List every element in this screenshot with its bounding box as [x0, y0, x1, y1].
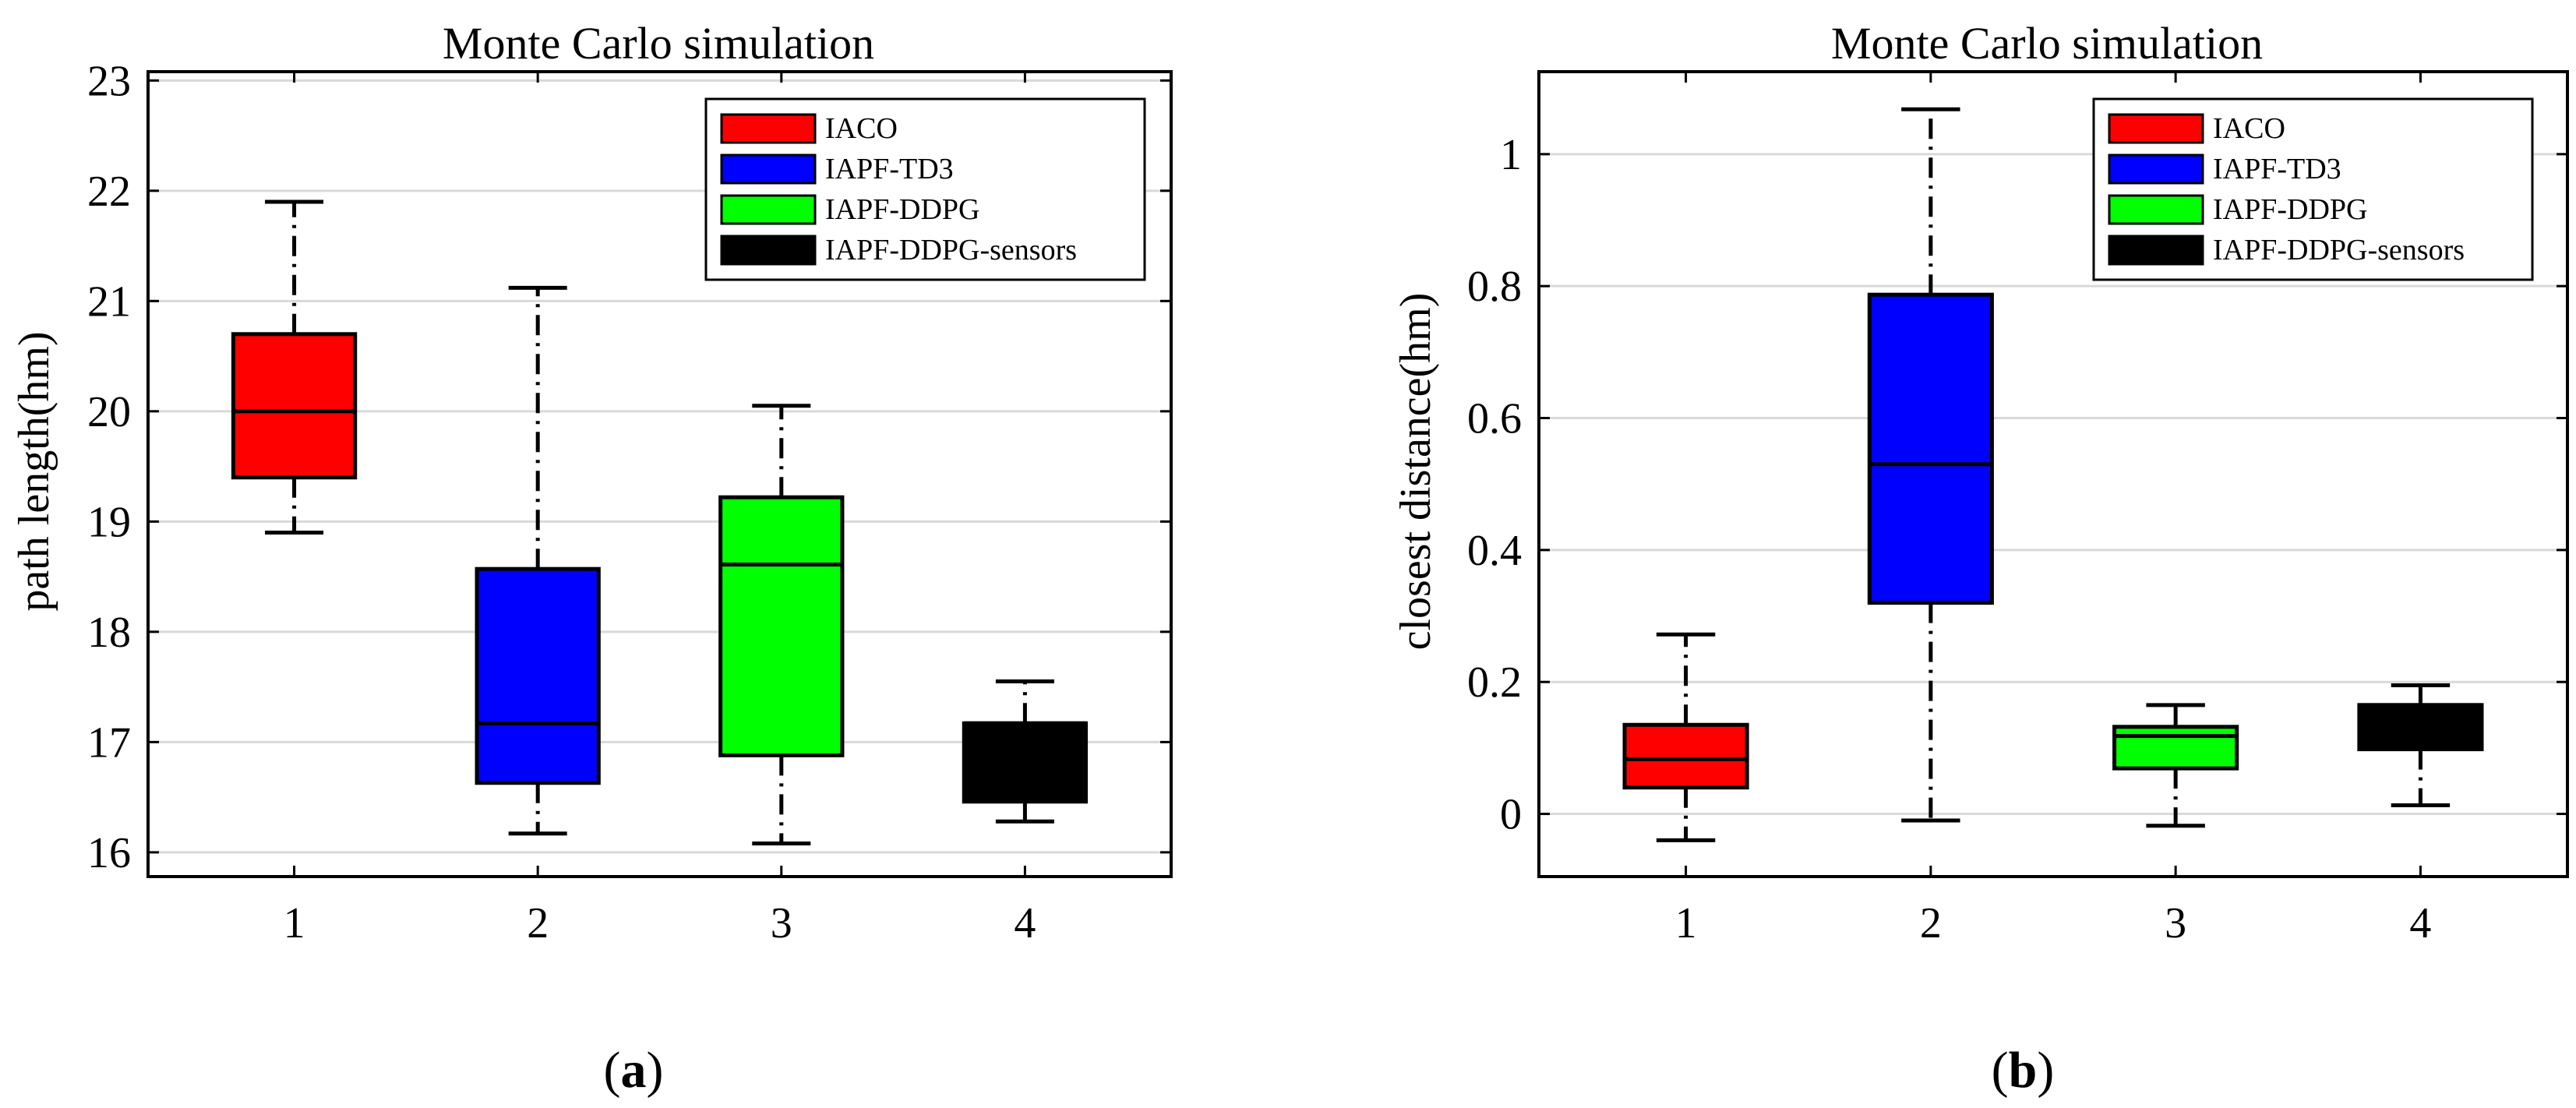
legend-swatch-b-2	[2108, 153, 2204, 185]
box-body-b-3	[2112, 725, 2239, 771]
box-body-a-1	[231, 332, 358, 480]
chart-title-a: Monte Carlo simulation	[443, 18, 874, 69]
legend-label-a-3: IAPF-DDPG	[825, 193, 979, 226]
legend-label-b-3: IAPF-DDPG	[2213, 193, 2367, 226]
box-b-3	[2112, 703, 2239, 828]
legend-a: IACO IAPF-TD3 IAPF-DDPG IAPF-DDPG-sensors	[704, 97, 1146, 281]
box-b-2	[1867, 107, 1994, 823]
box-a-1	[231, 199, 358, 535]
legend-label-b-4: IAPF-DDPG-sensors	[2213, 234, 2465, 266]
x-tick-label-a-0: 1	[284, 899, 305, 947]
legend-label-b-1: IACO	[2213, 112, 2285, 145]
x-tick-label-a-1: 2	[527, 899, 549, 947]
boxes-b	[1622, 107, 2484, 842]
y-tick-label-a-3: 19	[87, 498, 131, 546]
y-tick-label-b-1: 0.2	[1467, 658, 1522, 707]
legend-label-a-4: IAPF-DDPG-sensors	[825, 234, 1077, 266]
box-body-b-1	[1622, 722, 1749, 790]
boxes-a	[231, 199, 1089, 846]
box-a-3	[718, 404, 845, 846]
box-body-a-3	[718, 495, 845, 757]
box-body-b-4	[2357, 703, 2484, 752]
plot-frame-a	[146, 70, 1173, 878]
plot-frame-b	[1537, 70, 2569, 878]
legend-label-a-2: IAPF-TD3	[825, 153, 954, 185]
legend-label-a-1: IACO	[825, 112, 898, 145]
x-tick-label-a-3: 4	[1014, 899, 1036, 947]
y-tick-label-b-2: 0.4	[1467, 527, 1522, 575]
y-axis-label-a: path length(hm)	[10, 331, 58, 611]
legend-swatch-a-1	[720, 113, 817, 144]
y-tick-label-b-5: 1	[1500, 131, 1522, 179]
chart-title-b: Monte Carlo simulation	[1831, 18, 2263, 69]
box-body-b-2	[1867, 292, 1994, 605]
y-tick-label-a-6: 22	[87, 168, 131, 216]
panel-b: Monte Carlo simulation closest distance(…	[1392, 18, 2569, 1099]
x-tick-label-b-2: 3	[2165, 899, 2186, 947]
panel-letter-a: a	[621, 1042, 647, 1099]
box-b-4	[2357, 683, 2484, 808]
x-tick-label-b-3: 4	[2409, 899, 2431, 947]
y-tick-label-a-2: 18	[87, 609, 131, 657]
legend-swatch-b-4	[2108, 235, 2204, 266]
legend-b: IACO IAPF-TD3 IAPF-DDPG IAPF-DDPG-sensors	[2092, 97, 2534, 281]
y-tick-label-a-0: 16	[87, 829, 131, 877]
x-tick-label-a-2: 3	[771, 899, 792, 947]
y-tick-label-b-4: 0.8	[1467, 263, 1522, 311]
legend-swatch-b-1	[2108, 113, 2204, 144]
box-body-a-4	[962, 721, 1089, 804]
y-tick-label-b-3: 0.6	[1467, 395, 1522, 443]
box-body-a-2	[475, 566, 601, 785]
y-tick-label-a-7: 23	[87, 57, 131, 105]
y-tick-label-a-1: 17	[87, 718, 131, 767]
box-b-1	[1622, 632, 1749, 842]
y-tick-label-a-4: 20	[87, 388, 131, 436]
y-tick-label-a-5: 21	[87, 277, 131, 326]
legend-swatch-b-3	[2108, 194, 2204, 225]
panel-letter-b: b	[2009, 1042, 2038, 1099]
legend-label-b-2: IAPF-TD3	[2213, 153, 2341, 185]
x-tick-label-b-0: 1	[1675, 899, 1697, 947]
legend-swatch-a-3	[720, 194, 817, 225]
ticks-b: 0 0.2 0.4 0.6 0.8 1 1 2 3 4	[1467, 72, 2567, 947]
y-axis-label-b: closest distance(hm)	[1392, 293, 1440, 651]
panel-caption-b: (b)	[1992, 1042, 2055, 1099]
box-a-2	[475, 285, 601, 836]
legend-swatch-a-4	[720, 235, 817, 266]
panel-a: Monte Carlo simulation path length(hm) 1…	[10, 18, 1173, 1099]
panel-caption-a: (a)	[604, 1042, 664, 1099]
legend-swatch-a-2	[720, 153, 817, 185]
box-a-4	[962, 679, 1089, 824]
x-tick-label-b-1: 2	[1920, 899, 1942, 947]
y-tick-label-b-0: 0	[1500, 791, 1522, 839]
